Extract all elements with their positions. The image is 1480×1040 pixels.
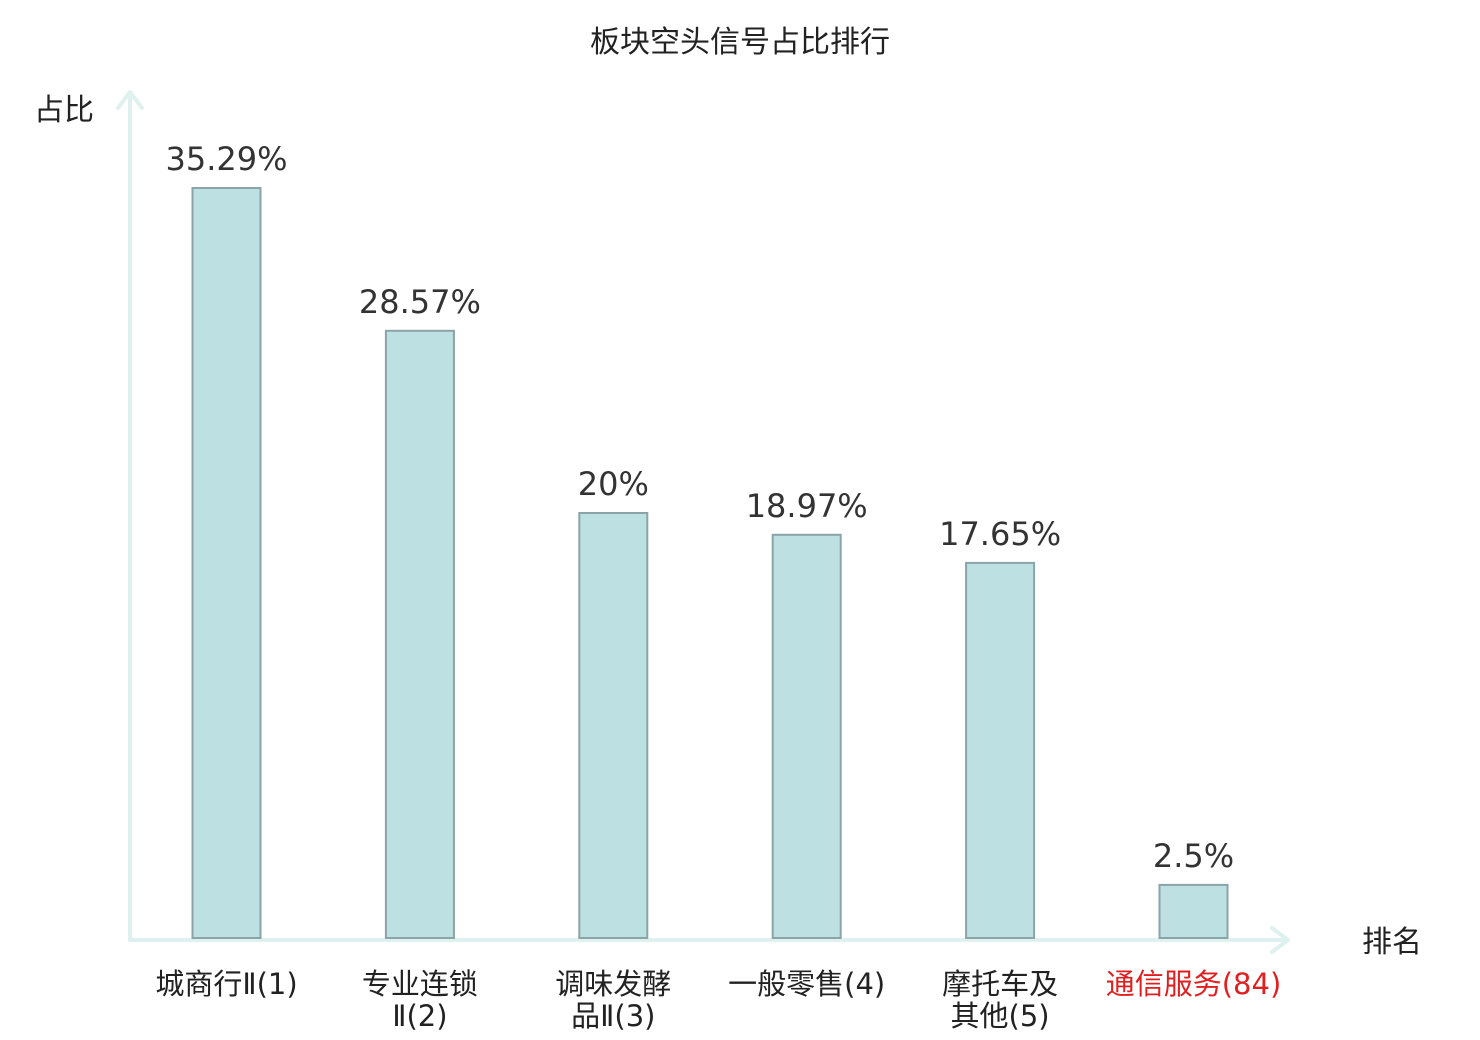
value-label-1: 35.29% [165,140,287,178]
bar-1 [191,187,262,939]
chart-title: 板块空头信号占比排行 [590,25,890,60]
value-label-4: 18.97% [746,487,868,525]
category-label-4: 一般零售(4) [728,967,885,1001]
category-labels-group: 城商行Ⅱ(1) 专业连锁 Ⅱ(2) 调味发酵品Ⅱ(3) 一般零售(4) 摩托车及其他(5)… [155,967,1281,1033]
value-labels-group: 35.29% 28.57% 20% 18.97% 17.65% 2.5% [165,140,1234,875]
x-axis-label: 排名 [1362,925,1422,960]
bar-4 [771,533,842,939]
x-axis-arrow [1270,926,1290,954]
category-label-1: 城商行Ⅱ(1) [155,967,297,1001]
bar-6 [1158,883,1229,940]
bars-group [191,187,1229,940]
category-label-5: 摩托车及其他(5) [942,967,1058,1033]
y-axis-arrow [116,90,144,110]
bar-3 [578,512,649,939]
bar-5 [965,561,1036,940]
value-label-3: 20% [578,465,649,503]
bar-2 [384,329,455,939]
category-label-3: 调味发酵品Ⅱ(3) [555,967,671,1033]
y-axis-label: 占比 [34,93,94,128]
category-label-6: 通信服务(84) [1106,967,1282,1001]
value-label-2: 28.57% [359,283,481,321]
value-label-6: 2.5% [1153,837,1234,875]
category-label-2: 专业连锁 Ⅱ(2) [362,967,478,1033]
value-label-5: 17.65% [939,515,1061,553]
